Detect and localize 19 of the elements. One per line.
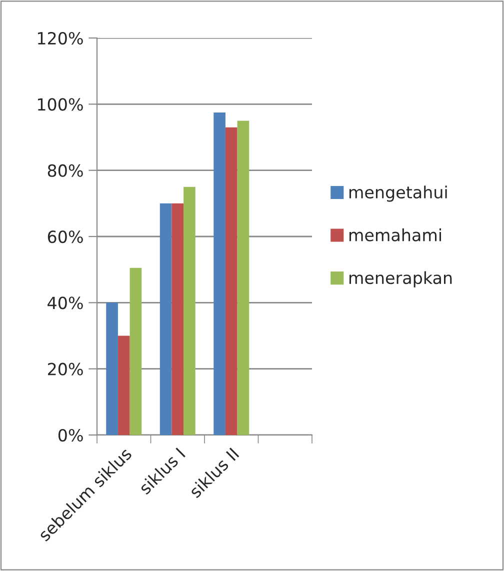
y-tick-label: 60% bbox=[48, 230, 83, 244]
y-tick-label: 20% bbox=[48, 362, 83, 376]
bar bbox=[172, 203, 184, 435]
y-tick-label: 0% bbox=[58, 428, 83, 442]
legend-label: mengetahui bbox=[349, 186, 447, 202]
bar bbox=[118, 336, 130, 435]
bar bbox=[237, 120, 250, 435]
bar bbox=[106, 302, 118, 435]
legend-label: memahami bbox=[349, 228, 441, 242]
y-tick-label: 100% bbox=[38, 98, 83, 111]
y-tick-label: 80% bbox=[48, 164, 83, 177]
bar bbox=[214, 112, 226, 435]
bar bbox=[225, 127, 238, 435]
bar bbox=[130, 268, 142, 435]
legend-label: menerapkan bbox=[349, 271, 452, 288]
y-tick-label: 40% bbox=[48, 296, 83, 310]
y-tick-label: 120% bbox=[38, 32, 83, 45]
bar bbox=[184, 186, 196, 435]
bar bbox=[160, 203, 172, 435]
